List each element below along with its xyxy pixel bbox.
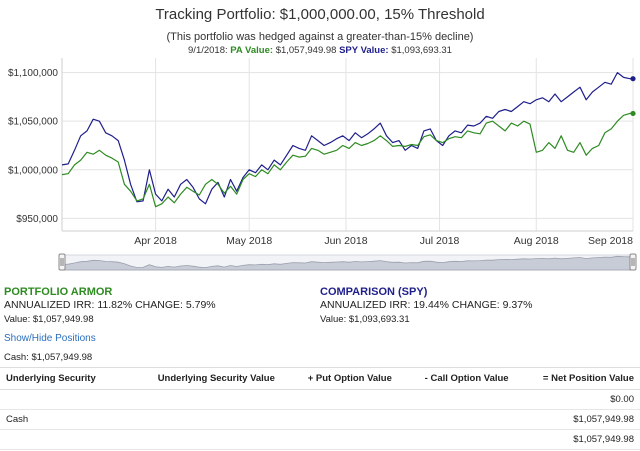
navigator-left-handle[interactable] <box>58 253 66 271</box>
series-end-point-pa <box>630 110 636 117</box>
cell-security <box>0 429 124 450</box>
cell-put-value <box>280 409 398 430</box>
x-tick-label: Aug 2018 <box>514 235 559 247</box>
table-header-row: Underlying Security Underlying Security … <box>0 367 640 390</box>
cell-net-value: $0.00 <box>514 389 640 410</box>
y-tick-label: $1,050,000 <box>8 117 58 128</box>
cell-call-value <box>397 429 515 450</box>
cell-security <box>0 389 124 410</box>
x-tick-label: Sep 2018 <box>588 235 633 247</box>
cell-underlying-value <box>123 429 281 450</box>
cell-put-value <box>280 389 398 410</box>
cell-call-value <box>397 409 515 430</box>
x-tick-label: Jul 2018 <box>420 235 460 247</box>
positions-table: Underlying Security Underlying Security … <box>0 367 640 450</box>
axis-labels: $950,000 $1,000,000 $1,050,000 $1,100,000 Ap… <box>8 68 633 247</box>
y-tick-label: $1,100,000 <box>8 68 58 79</box>
cell-security: Cash <box>0 409 124 430</box>
table-row: Cash $1,057,949.98 <box>0 409 640 430</box>
header-put-option-value: + Put Option Value <box>280 367 398 390</box>
navigator-right-handle[interactable] <box>629 253 637 271</box>
chart-subtitle: (This portfolio was hedged against a gre… <box>166 31 474 43</box>
comparison-irr: ANNUALIZED IRR: 19.44% CHANGE: 9.37% <box>320 299 533 311</box>
comparison-value: Value: $1,093,693.31 <box>320 314 410 325</box>
x-tick-label: Apr 2018 <box>134 235 177 247</box>
hover-pa-label: PA Value: <box>230 45 274 56</box>
table-row: $0.00 <box>0 389 640 410</box>
range-navigator[interactable] <box>58 253 637 271</box>
cash-summary: Cash: $1,057,949.98 <box>4 352 93 363</box>
cell-underlying-value <box>123 389 281 410</box>
cell-put-value <box>280 429 398 450</box>
hover-pa-value: $1,057,949.98 <box>275 45 337 56</box>
cell-net-value: $1,057,949.98 <box>514 429 640 450</box>
header-underlying-value: Underlying Security Value <box>123 367 281 390</box>
x-tick-label: May 2018 <box>226 235 272 247</box>
header-net-position-value: = Net Position Value <box>514 367 640 390</box>
series-line-spy <box>61 71 633 205</box>
header-underlying-security: Underlying Security <box>0 367 124 390</box>
header-call-option-value: - Call Option Value <box>397 367 515 390</box>
comparison-heading: COMPARISON (SPY) <box>320 286 428 298</box>
hover-readout: 9/1/2018: PA Value: $1,057,949.98 SPY Va… <box>0 45 640 56</box>
portfolio-armor-irr: ANNUALIZED IRR: 11.82% CHANGE: 5.79% <box>4 299 216 311</box>
y-tick-label: $950,000 <box>16 214 58 225</box>
x-tick-label: Jun 2018 <box>324 235 367 247</box>
show-hide-positions-link[interactable]: Show/Hide Positions <box>4 333 96 344</box>
series-layer <box>61 71 636 208</box>
y-tick-label: $1,000,000 <box>8 165 58 176</box>
table-row: $1,057,949.98 <box>0 429 640 450</box>
portfolio-armor-heading: PORTFOLIO ARMOR <box>4 286 113 298</box>
navigator-area <box>61 255 634 271</box>
portfolio-armor-summary: PORTFOLIO ARMOR ANNUALIZED IRR: 11.82% C… <box>4 286 216 325</box>
hover-spy-value: $1,093,693.31 <box>391 45 452 56</box>
series-line-pa <box>61 112 633 208</box>
cell-underlying-value <box>123 409 281 430</box>
portfolio-armor-value: Value: $1,057,949.98 <box>4 314 94 325</box>
chart-title: Tracking Portfolio: $1,000,000.00, 15% T… <box>155 6 485 23</box>
hover-spy-label: SPY Value: <box>339 45 389 56</box>
grid <box>61 58 634 232</box>
portfolio-chart[interactable]: $950,000 $1,000,000 $1,050,000 $1,100,000 Ap… <box>0 55 640 277</box>
hover-date: 9/1/2018: <box>188 45 228 56</box>
comparison-summary: COMPARISON (SPY) ANNUALIZED IRR: 19.44% … <box>320 286 532 325</box>
cell-call-value <box>397 389 515 410</box>
series-end-point-spy <box>630 76 636 82</box>
cell-net-value: $1,057,949.98 <box>514 409 640 430</box>
